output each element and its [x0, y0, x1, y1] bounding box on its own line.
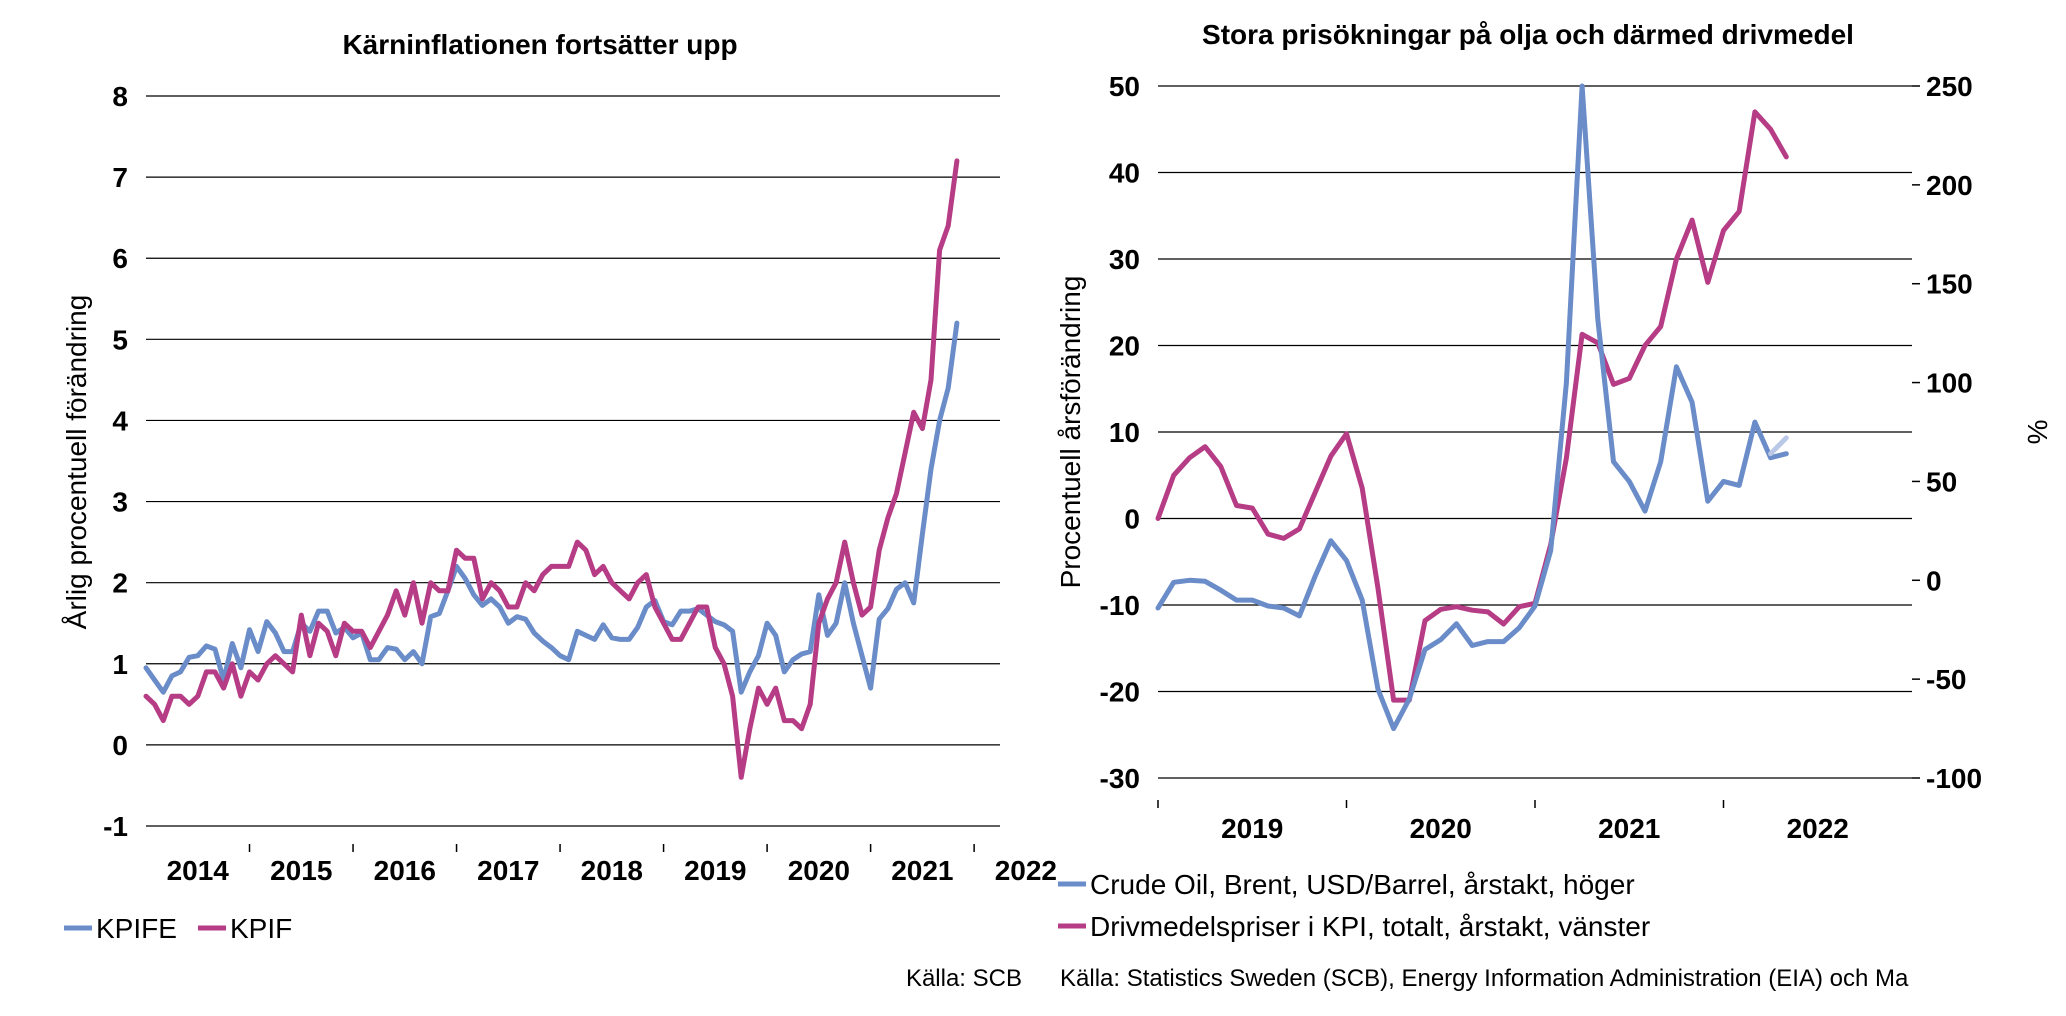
right-y-tick-label: 20	[1109, 331, 1140, 362]
right-y-tick-label: -30	[1100, 763, 1140, 794]
left-x-tick-label: 2021	[891, 855, 953, 886]
left-x-axis: 2014 2015 2016 2017 2018 2019 2020 2021 2022	[167, 844, 1057, 886]
right-y-tick-label: -10	[1100, 590, 1140, 621]
left-y-tick-label: 6	[112, 243, 128, 274]
right-y2-axis-label: %	[2022, 420, 2053, 445]
right-left-y-tick-labels: -30 -20 -10 0 10 20 30 40 50	[1100, 71, 1140, 794]
right-right-y-tick-labels: -100 -50 0 50 100 150 200 250	[1912, 71, 1982, 794]
right-source-note: Källa: Statistics Sweden (SCB), Energy I…	[1060, 965, 1909, 992]
right-y2-tick-label: -50	[1926, 664, 1966, 695]
right-y2-tick-label: 50	[1926, 466, 1957, 497]
right-series	[1155, 83, 1789, 732]
left-x-tick-label: 2015	[270, 855, 332, 886]
left-x-tick-label: 2016	[374, 855, 436, 886]
right-y-tick-label: 40	[1109, 158, 1140, 189]
right-legend: Crude Oil, Brent, USD/Barrel, årstakt, h…	[1058, 869, 1650, 942]
left-x-tick-label: 2019	[684, 855, 746, 886]
right-chart-title: Stora prisökningar på olja och därmed dr…	[1202, 19, 1854, 50]
left-x-tick-label: 2020	[788, 855, 850, 886]
legend-kpif-label: KPIF	[230, 913, 292, 944]
fuel-price-line	[1155, 109, 1789, 703]
left-x-tick-label: 2022	[995, 855, 1057, 886]
left-x-tick-label: 2014	[167, 855, 230, 886]
right-y2-tick-label: -100	[1926, 763, 1982, 794]
legend-kpife-label: KPIFE	[96, 913, 177, 944]
legend-fuel-label: Drivmedelspriser i KPI, totalt, årstakt,…	[1090, 911, 1650, 942]
brent-oil-forecast-line	[1768, 435, 1789, 457]
right-chart: Stora prisökningar på olja och därmed dr…	[1055, 19, 2053, 992]
left-y-tick-label: 2	[112, 568, 128, 599]
left-x-tick-label: 2018	[581, 855, 643, 886]
right-y2-tick-label: 100	[1926, 368, 1973, 399]
kpif-line	[143, 158, 960, 780]
left-legend: KPIFE KPIF	[64, 913, 292, 944]
left-y-tick-label: 4	[112, 405, 128, 436]
right-x-axis: 2019 2020 2021 2022	[1157, 800, 1849, 844]
right-y-axis-label: Procentuell årsförändring	[1055, 276, 1086, 589]
right-gridlines	[1158, 85, 1912, 779]
kpife-line	[143, 320, 960, 695]
left-y-tick-label: 5	[112, 324, 128, 355]
left-y-tick-labels: -1 0 1 2 3 4 5 6 7 8	[103, 81, 128, 842]
left-chart: Kärninflationen fortsätter upp -1 0 1 2 3 4 5 6…	[61, 29, 1057, 992]
right-x-tick-label: 2020	[1410, 813, 1472, 844]
right-y2-tick-label: 0	[1926, 565, 1942, 596]
left-y-tick-label: -1	[103, 811, 128, 842]
right-y2-tick-label: 150	[1926, 269, 1973, 300]
right-x-tick-label: 2021	[1598, 813, 1660, 844]
left-y-axis-label: Årlig procentuell förändring	[61, 295, 92, 630]
left-y-tick-label: 3	[112, 487, 128, 518]
left-chart-title: Kärninflationen fortsätter upp	[342, 29, 737, 60]
right-x-tick-label: 2019	[1221, 813, 1283, 844]
brent-oil-line	[1155, 83, 1789, 732]
left-source-note: Källa: SCB	[906, 965, 1022, 992]
legend-oil-label: Crude Oil, Brent, USD/Barrel, årstakt, h…	[1090, 869, 1635, 900]
right-y-tick-label: 50	[1109, 71, 1140, 102]
left-y-tick-label: 7	[112, 162, 128, 193]
left-x-tick-label: 2017	[477, 855, 539, 886]
right-x-tick-label: 2022	[1787, 813, 1849, 844]
right-y-tick-label: 10	[1109, 417, 1140, 448]
left-y-tick-label: 1	[112, 649, 128, 680]
right-y-tick-label: 0	[1124, 504, 1140, 535]
right-y2-tick-label: 200	[1926, 170, 1973, 201]
left-y-tick-label: 8	[112, 81, 128, 112]
right-y-tick-label: -20	[1100, 677, 1140, 708]
left-series	[143, 158, 960, 780]
right-y2-tick-label: 250	[1926, 71, 1973, 102]
left-y-tick-label: 0	[112, 730, 128, 761]
left-gridlines	[146, 95, 1000, 827]
right-y-tick-label: 30	[1109, 244, 1140, 275]
